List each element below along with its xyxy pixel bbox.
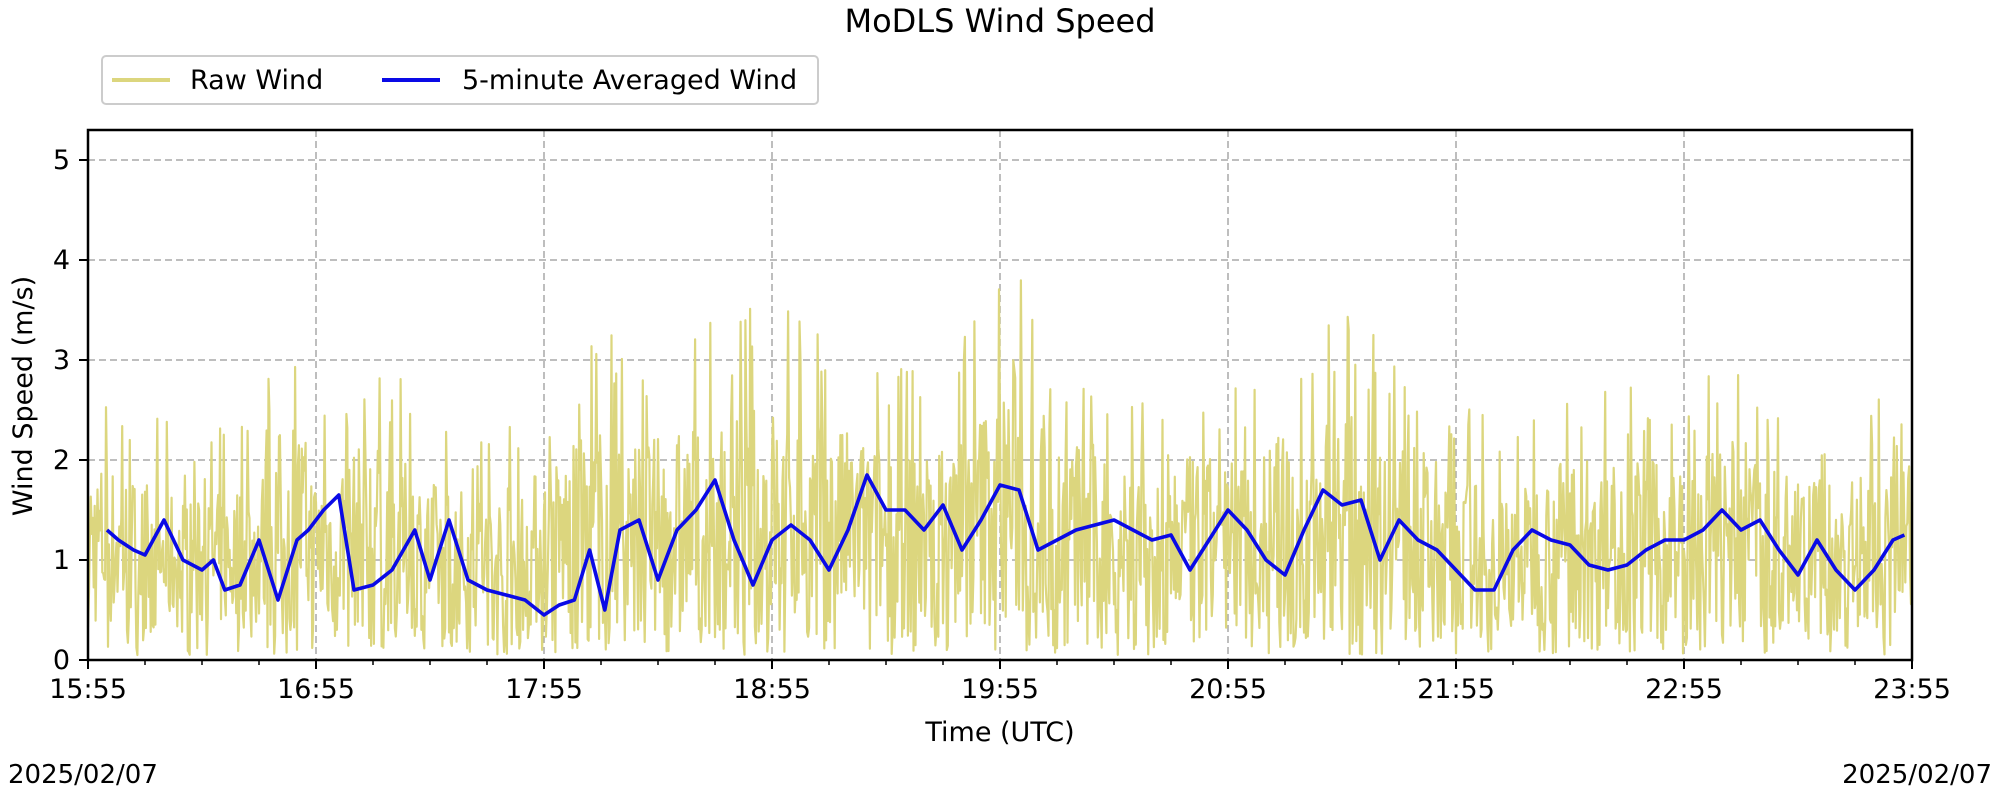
x-tick-label-23:55: 23:55 [1873, 674, 1951, 705]
y-tick-label-3: 3 [53, 345, 70, 376]
legend-label-averaged-wind: 5-minute Averaged Wind [462, 65, 797, 96]
x-tick-label-16:55: 16:55 [277, 674, 355, 705]
legend-frame [101, 55, 819, 105]
chart-title: MoDLS Wind Speed [844, 2, 1155, 40]
x-axis: 15:55 16:55 17:55 18:55 19:55 20:55 21:55 22:55… [49, 660, 1951, 705]
legend-label-raw-wind: Raw Wind [190, 65, 323, 96]
series-averaged-wind [105, 473, 1906, 617]
legend: Raw Wind 5-minute Averaged Wind [101, 55, 819, 105]
x-tick-label-22:55: 22:55 [1645, 674, 1723, 705]
date-label-left: 2025/02/07 [8, 760, 158, 790]
x-tick-label-15:55: 15:55 [49, 674, 127, 705]
y-tick-label-5: 5 [53, 145, 70, 176]
y-tick-label-4: 4 [53, 245, 70, 276]
date-label-right: 2025/02/07 [1842, 760, 1992, 790]
raw-wind-line [86, 279, 1914, 657]
x-tick-label-19:55: 19:55 [961, 674, 1039, 705]
y-axis: 0 1 2 3 4 5 [53, 145, 88, 676]
x-tick-label-20:55: 20:55 [1189, 674, 1267, 705]
x-tick-label-17:55: 17:55 [505, 674, 583, 705]
y-tick-label-2: 2 [53, 445, 70, 476]
x-axis-label: Time (UTC) [924, 717, 1074, 748]
x-tick-label-21:55: 21:55 [1417, 674, 1495, 705]
y-tick-label-1: 1 [53, 545, 70, 576]
y-tick-label-0: 0 [53, 645, 70, 676]
averaged-wind-line [105, 473, 1906, 617]
y-axis-label: Wind Speed (m/s) [8, 276, 39, 516]
x-tick-label-18:55: 18:55 [733, 674, 811, 705]
series-raw-wind [86, 279, 1914, 657]
